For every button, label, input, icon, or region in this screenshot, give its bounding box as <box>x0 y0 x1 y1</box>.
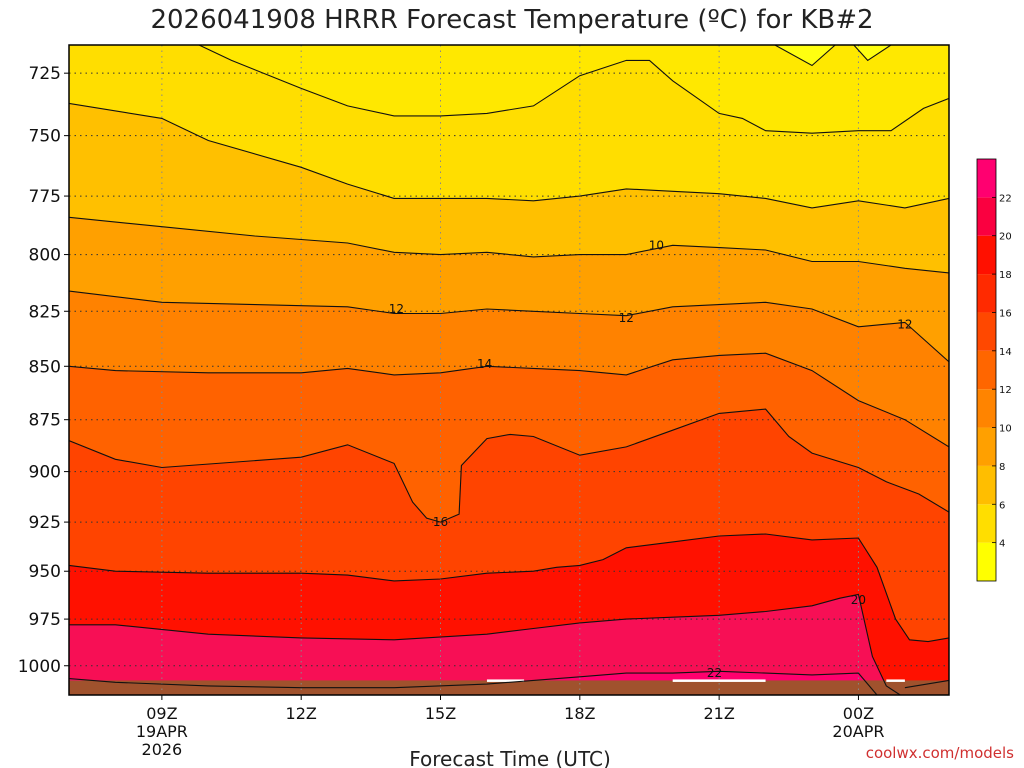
colorbar-swatch <box>977 350 996 390</box>
contour-label: 16 <box>433 515 448 529</box>
y-tick-label: 925 <box>29 513 61 533</box>
band-below-6 <box>774 45 836 66</box>
y-tick-label: 850 <box>29 357 61 377</box>
contour-line <box>69 533 949 643</box>
x-tick-label: 15Z <box>425 704 456 723</box>
ground-layer <box>69 679 949 695</box>
colorbar-swatch <box>977 197 996 236</box>
ground-highlight <box>886 679 905 682</box>
contour-line <box>69 593 901 695</box>
colorbar-swatch <box>977 159 996 198</box>
contour-label: 14 <box>477 357 492 371</box>
grid-lines <box>69 45 949 695</box>
band-below-6 <box>853 45 891 61</box>
colorbar-label: 14 <box>999 347 1012 358</box>
colorbar-label: 10 <box>999 424 1012 435</box>
colorbar-swatch <box>977 465 996 505</box>
y-axis: 725 750 775 800 825 850 875 900 925 950 975 1000 <box>18 64 69 677</box>
colorbar-swatch <box>977 274 996 313</box>
plot-frame <box>68 44 950 696</box>
colorbar-label: 4 <box>999 539 1005 550</box>
colorbar-swatch <box>977 312 996 351</box>
x-axis-title: Forecast Time (UTC) <box>409 747 611 768</box>
contour-line <box>198 45 949 134</box>
contour-line <box>69 290 949 363</box>
contour-line <box>774 45 836 67</box>
x-tick-label: 20APR <box>832 722 884 741</box>
contour-labels: 10 12 12 12 14 16 20 22 <box>389 238 913 680</box>
band-22-24 <box>69 594 901 695</box>
credit-text: coolwx.com/models <box>866 744 1014 762</box>
x-tick-label: 21Z <box>703 704 734 723</box>
x-tick-label: 2026 <box>142 740 183 759</box>
y-tick-label: 975 <box>29 610 61 630</box>
colorbar-label: 16 <box>999 308 1012 319</box>
y-tick-label: 725 <box>29 64 61 84</box>
y-tick-label: 800 <box>29 246 61 266</box>
contour-label: 12 <box>619 311 634 325</box>
colorbar-label: 12 <box>999 385 1012 396</box>
ground-highlight <box>672 679 766 682</box>
plot-area <box>69 45 949 695</box>
x-tick-label: 00Z <box>843 704 874 723</box>
colorbar-swatch <box>977 504 996 543</box>
contour-line <box>69 102 949 209</box>
contour-label: 10 <box>649 238 664 252</box>
colorbar-label: 6 <box>999 500 1005 511</box>
contour-line <box>69 670 878 695</box>
y-tick-label: 950 <box>29 562 61 582</box>
colorbar-swatch <box>977 389 996 428</box>
temperature-fills <box>69 45 949 695</box>
contour-line <box>853 45 892 62</box>
band-below-8 <box>199 45 949 134</box>
colorbar-swatch <box>977 235 996 275</box>
colorbar-label: 18 <box>999 270 1012 281</box>
ground-rect <box>69 680 949 695</box>
y-tick-label: 750 <box>29 127 61 147</box>
colorbar-label: 20 <box>999 232 1012 243</box>
ground-highlight <box>486 679 525 682</box>
colorbar-swatch <box>977 427 996 466</box>
x-tick-label: 12Z <box>286 704 317 723</box>
colorbar-swatch <box>977 542 996 581</box>
y-tick-label: 900 <box>29 463 61 483</box>
contour-line <box>69 352 949 448</box>
contour-label: 20 <box>851 593 866 607</box>
colorbar-frame <box>976 158 997 582</box>
colorbar-label: 8 <box>999 462 1005 473</box>
y-tick-label: 775 <box>29 187 61 207</box>
contour-label: 22 <box>707 666 722 680</box>
contour-line <box>69 408 949 523</box>
contour-lines <box>69 45 949 695</box>
colorbar-label: 22 <box>999 193 1012 204</box>
contour-label: 12 <box>897 318 912 332</box>
x-tick-label: 18Z <box>564 704 595 723</box>
x-tick-label: 09Z <box>146 704 177 723</box>
y-tick-label: 825 <box>29 302 61 322</box>
contour-line <box>904 679 949 689</box>
contour-line <box>69 216 949 274</box>
colorbar-legend: 4 6 8 10 12 14 16 18 20 22 <box>976 158 1012 582</box>
x-tick-label: 19APR <box>136 722 188 741</box>
y-tick-label: 875 <box>29 411 61 431</box>
y-tick-label: 1000 <box>18 657 61 677</box>
contour-label: 12 <box>389 302 404 316</box>
chart-title: 2026041908 HRRR Forecast Temperature (ºC… <box>150 5 873 35</box>
